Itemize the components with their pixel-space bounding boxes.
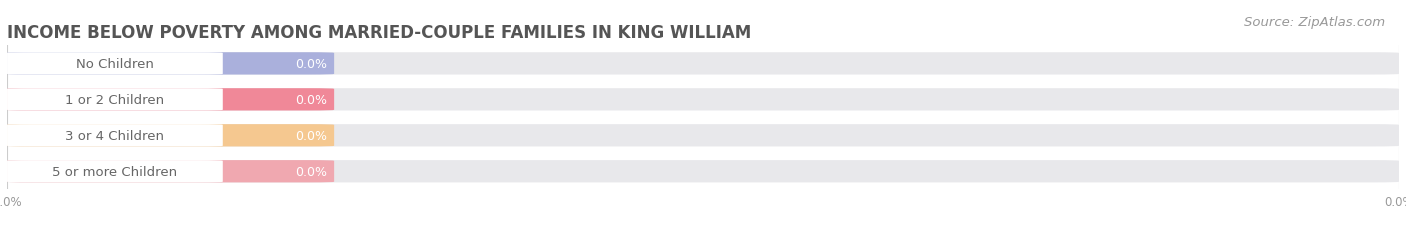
Text: 1 or 2 Children: 1 or 2 Children — [65, 93, 165, 106]
Text: 0.0%: 0.0% — [295, 129, 328, 142]
FancyBboxPatch shape — [7, 160, 1399, 183]
Text: 3 or 4 Children: 3 or 4 Children — [66, 129, 165, 142]
Text: 5 or more Children: 5 or more Children — [52, 165, 177, 178]
FancyBboxPatch shape — [7, 89, 222, 111]
FancyBboxPatch shape — [7, 125, 222, 147]
Text: Source: ZipAtlas.com: Source: ZipAtlas.com — [1244, 16, 1385, 29]
Text: 0.0%: 0.0% — [295, 93, 328, 106]
Text: No Children: No Children — [76, 58, 153, 71]
FancyBboxPatch shape — [7, 89, 1399, 111]
FancyBboxPatch shape — [7, 53, 222, 75]
FancyBboxPatch shape — [7, 125, 335, 147]
Text: 0.0%: 0.0% — [295, 165, 328, 178]
Text: INCOME BELOW POVERTY AMONG MARRIED-COUPLE FAMILIES IN KING WILLIAM: INCOME BELOW POVERTY AMONG MARRIED-COUPL… — [7, 24, 751, 42]
FancyBboxPatch shape — [7, 89, 335, 111]
Text: 0.0%: 0.0% — [295, 58, 328, 71]
FancyBboxPatch shape — [7, 53, 1399, 75]
FancyBboxPatch shape — [7, 125, 1399, 147]
FancyBboxPatch shape — [7, 160, 222, 183]
FancyBboxPatch shape — [7, 160, 335, 183]
FancyBboxPatch shape — [7, 53, 335, 75]
